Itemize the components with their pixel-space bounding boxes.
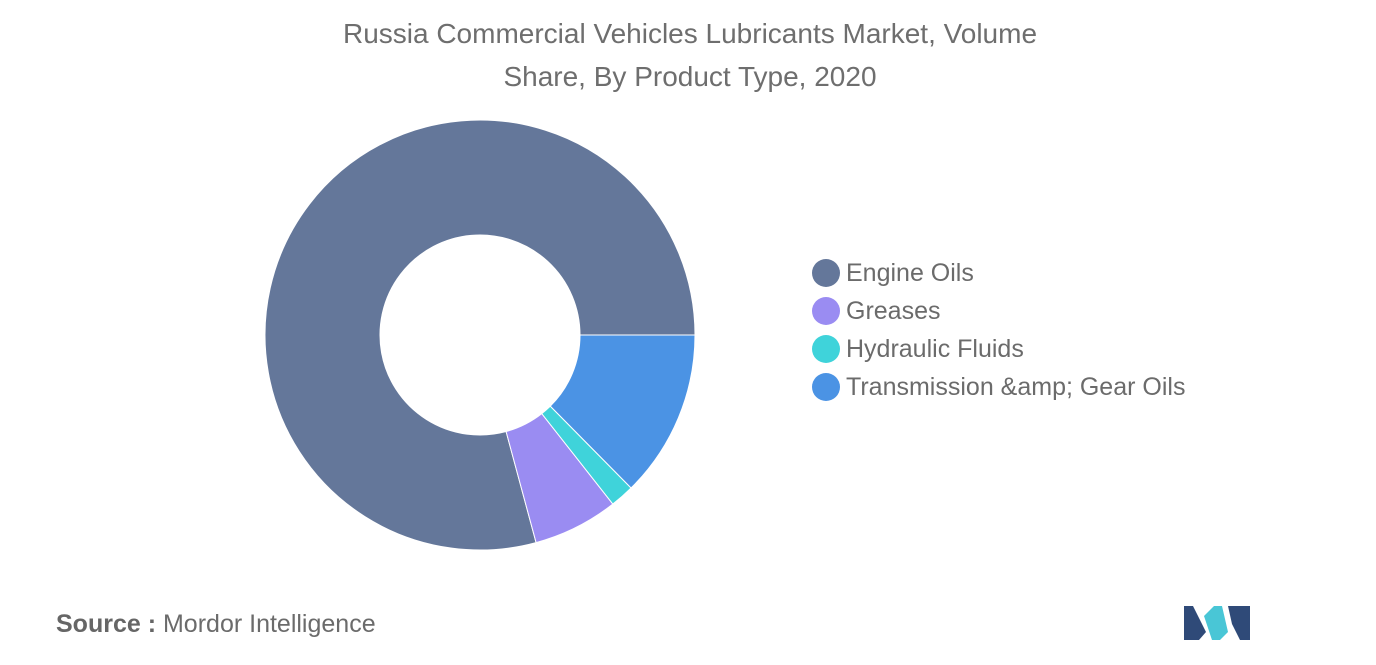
legend-item-hydraulic-fluids: Hydraulic Fluids — [812, 330, 1185, 368]
legend-label: Greases — [846, 296, 941, 325]
legend-swatch — [812, 373, 840, 401]
legend-item-greases: Greases — [812, 292, 1185, 330]
legend-label: Engine Oils — [846, 258, 974, 287]
legend: Engine Oils Greases Hydraulic Fluids Tra… — [812, 254, 1185, 406]
donut-slice-transmission-amp-gear-oils — [549, 334, 696, 489]
source-note: Source : Mordor Intelligence — [56, 610, 376, 639]
legend-swatch — [812, 297, 840, 325]
source-key: Source : — [56, 610, 157, 638]
legend-swatch — [812, 259, 840, 287]
logo-shape-right — [1228, 606, 1250, 640]
source-value: Mordor Intelligence — [162, 610, 376, 638]
chart-title-line-1: Russia Commercial Vehicles Lubricants Ma… — [342, 18, 1038, 49]
legend-label: Transmission &amp; Gear Oils — [846, 372, 1186, 401]
legend-item-transmission-gear-oils: Transmission &amp; Gear Oils — [812, 368, 1185, 406]
chart-title: Russia Commercial Vehicles Lubricants Ma… — [240, 12, 1140, 98]
legend-swatch — [812, 335, 840, 363]
donut-slice-engine-oils — [264, 119, 696, 551]
legend-label: Hydraulic Fluids — [846, 334, 1024, 363]
mordor-intelligence-logo-icon — [1184, 606, 1250, 640]
logo-shape-middle — [1204, 606, 1228, 640]
chart-title-line-2: Share, By Product Type, 2020 — [503, 61, 877, 92]
legend-item-engine-oils: Engine Oils — [812, 254, 1185, 292]
logo-shape-left — [1184, 606, 1206, 640]
